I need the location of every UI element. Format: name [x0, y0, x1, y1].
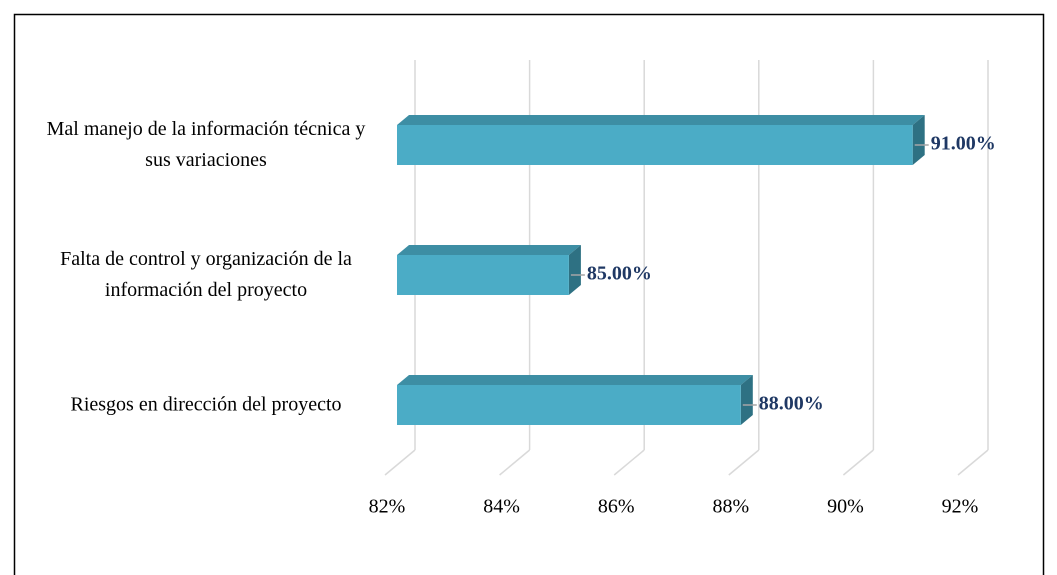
bar [397, 125, 913, 165]
category-label: Falta de control y organización de la in… [60, 248, 352, 301]
grid-line-floor [384, 449, 416, 476]
x-tick-label: 82% [369, 496, 406, 518]
x-tick-label: 92% [942, 496, 979, 518]
bar-top [397, 375, 753, 385]
grid-line-floor [842, 449, 874, 476]
bar-side [740, 375, 753, 425]
x-tick-label: 90% [827, 496, 864, 518]
data-label: 91.00% [931, 133, 996, 155]
grid-line-floor [728, 449, 760, 476]
grid-line-floor [499, 449, 531, 476]
chart-frame [13, 13, 1045, 575]
category-label: Mal manejo de la información técnica y s… [46, 118, 366, 171]
bar-top [397, 245, 581, 255]
grid-line-floor [957, 449, 989, 476]
x-tick-label: 88% [712, 496, 749, 518]
bar-top [397, 115, 925, 125]
bar [397, 385, 741, 425]
bar [397, 255, 569, 295]
data-label: 85.00% [587, 263, 652, 285]
data-label: 88.00% [759, 393, 824, 415]
bar-side [568, 245, 581, 295]
bar-side [912, 115, 925, 165]
x-tick-label: 86% [598, 496, 635, 518]
x-tick-label: 84% [483, 496, 520, 518]
grid-line-floor [613, 449, 645, 476]
category-label: Riesgos en dirección del proyecto [70, 393, 342, 416]
